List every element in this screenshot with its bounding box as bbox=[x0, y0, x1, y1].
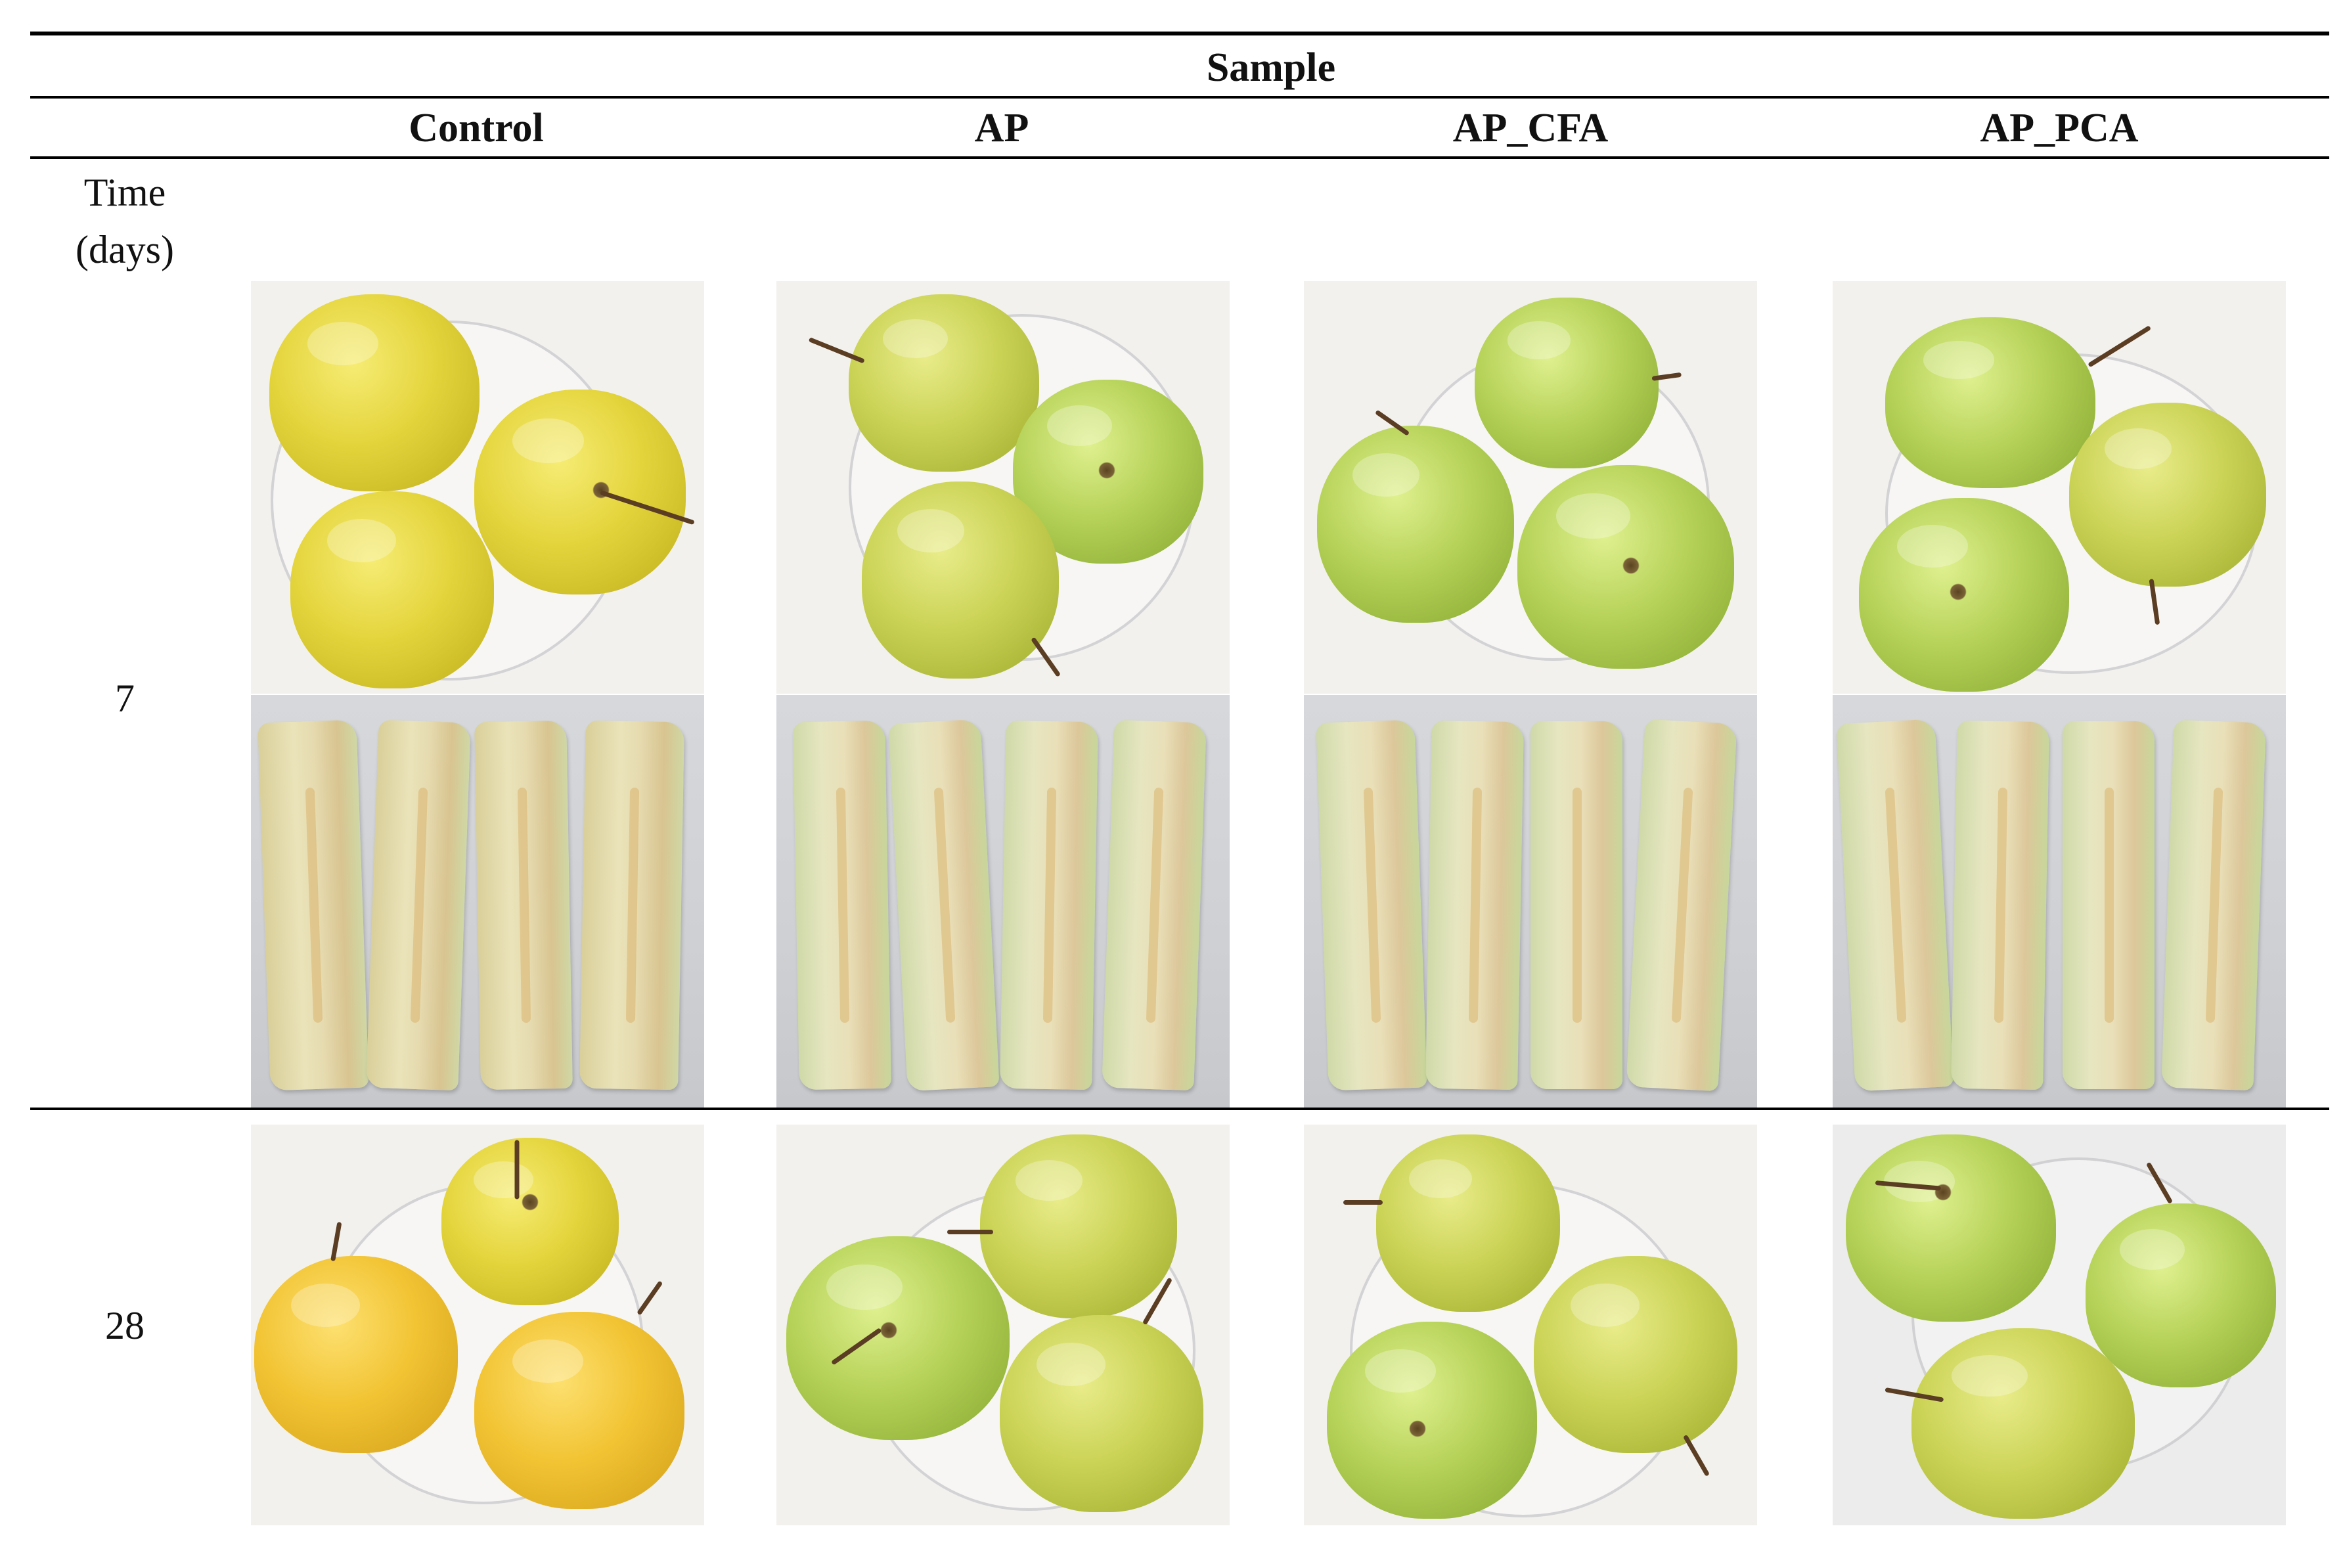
photo-control-day7-whole bbox=[251, 281, 704, 694]
column-header-ap: AP bbox=[974, 106, 1029, 150]
column-header-ap-pca: AP_PCA bbox=[1980, 106, 2139, 150]
column-header-ap-cfa: AP_CFA bbox=[1452, 106, 1609, 150]
photo-ap-cfa-day7-slices bbox=[1304, 695, 1757, 1108]
photo-ap-pca-day28-whole bbox=[1833, 1125, 2286, 1525]
photo-ap-cfa-day7-whole bbox=[1304, 281, 1757, 694]
photo-ap-pca-day7-slices bbox=[1833, 695, 2286, 1108]
row-separator bbox=[30, 1108, 2329, 1110]
columns-rule bbox=[30, 156, 2329, 159]
photo-ap-day7-whole bbox=[776, 281, 1230, 694]
row-label-day-7: 7 bbox=[115, 677, 135, 720]
photo-ap-day7-slices bbox=[776, 695, 1230, 1108]
photo-ap-pca-day7-whole bbox=[1833, 281, 2286, 694]
top-rule bbox=[30, 32, 2329, 35]
row-label-day-28: 28 bbox=[105, 1304, 145, 1347]
row-header-time: Time (days) bbox=[76, 171, 174, 271]
column-header-control: Control bbox=[409, 106, 544, 150]
photo-ap-day28-whole bbox=[776, 1125, 1230, 1525]
header-rule bbox=[30, 96, 2329, 99]
photo-control-day7-slices bbox=[251, 695, 704, 1108]
sample-header: Sample bbox=[1206, 45, 1336, 90]
photo-control-day28-whole bbox=[251, 1125, 704, 1525]
photo-ap-cfa-day28-whole bbox=[1304, 1125, 1757, 1525]
